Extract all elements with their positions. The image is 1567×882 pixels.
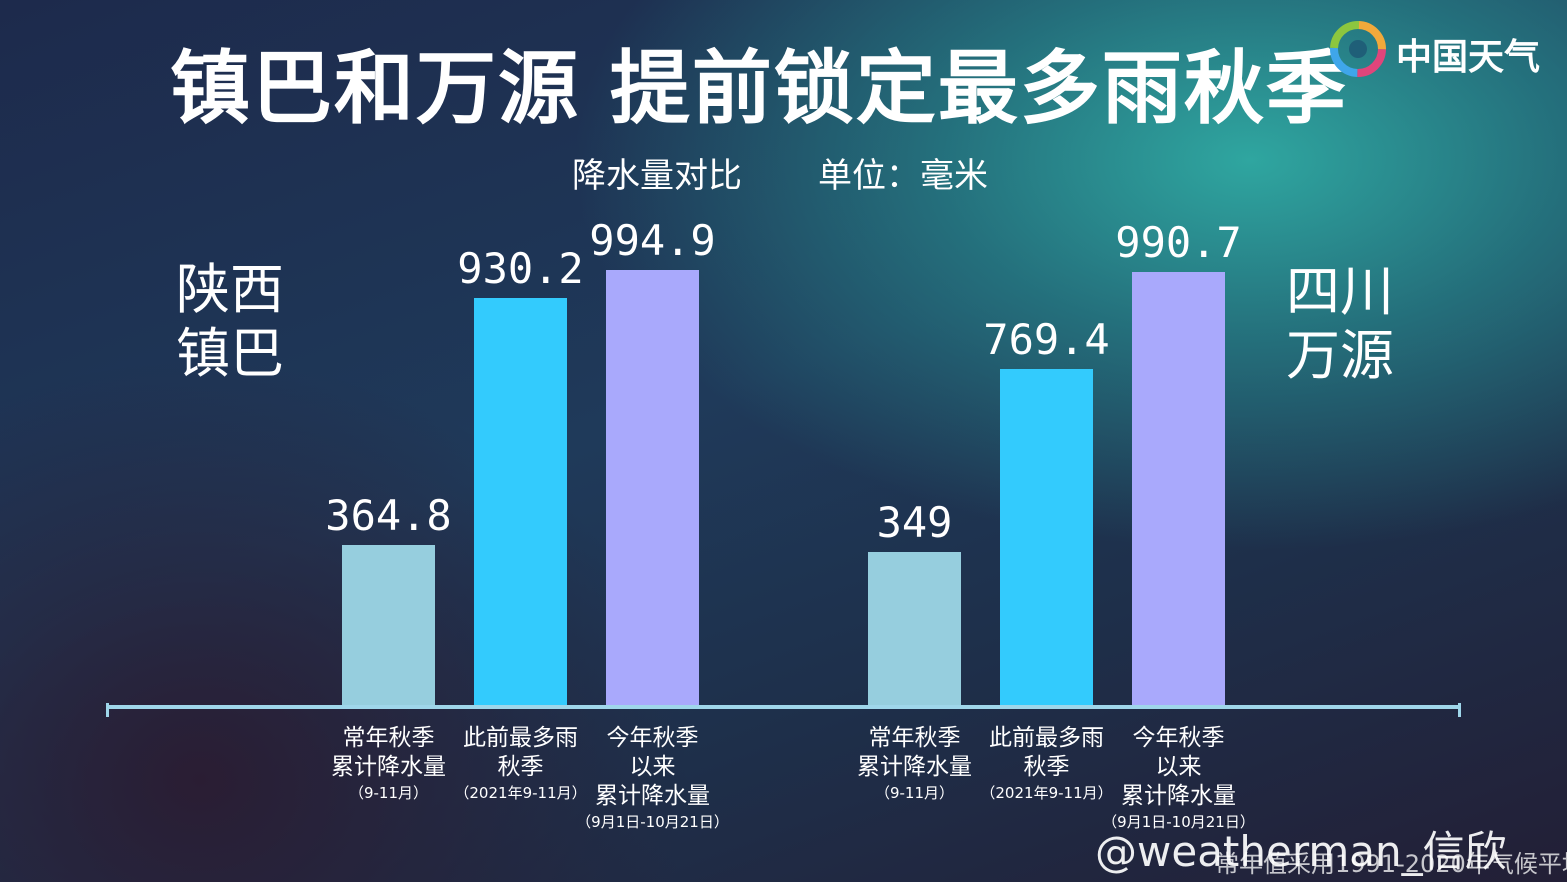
category-label: 今年秋季以来累计降水量 （9月1日-10月21日） [1094,724,1264,833]
category-line: 此前最多雨 [989,725,1104,751]
category-line: 秋季 [497,754,544,780]
brand-name: 中国天气 [1396,37,1541,78]
unit-label: 单位：毫米 [818,156,988,196]
region-province: 陕西 [176,258,284,321]
category-label: 常年秋季累计降水量 （9-11月） [304,724,474,804]
region-label-wanyuan: 四川 万源 [1286,260,1394,388]
category-label: 此前最多雨秋季 （2021年9-11月） [436,724,606,804]
bar-g1-c1 [1000,368,1093,705]
region-province: 四川 [1286,260,1394,323]
bar-value-label: 994.9 [589,216,716,265]
axis-end-tick [1458,703,1461,717]
category-line: 以来 [1155,754,1202,780]
category-line: 以来 [629,754,676,780]
bar-value-label: 930.2 [457,244,584,294]
region-label-zhenba: 陕西 镇巴 [176,258,284,386]
category-period: （9-11月） [874,784,955,802]
category-label: 常年秋季累计降水量 （9-11月） [830,724,1000,804]
category-line: 累计降水量 [595,783,710,809]
category-label: 今年秋季以来累计降水量 （9月1日-10月21日） [568,724,738,833]
bar-g0-c1 [474,298,567,705]
category-line: 累计降水量 [1121,783,1236,809]
category-period: （2021年9-11月） [454,784,587,802]
weibo-handle: @weatherman_信欣 [1095,827,1507,876]
category-label: 此前最多雨秋季 （2021年9-11月） [962,724,1132,804]
bar-g0-c2 [606,270,699,705]
category-line: 秋季 [1023,754,1070,780]
category-period: （9月1日-10月21日） [1102,813,1255,831]
category-period: （9-11月） [348,784,429,802]
page-title: 镇巴和万源 提前锁定最多雨秋季 [170,42,1348,135]
category-line: 此前最多雨 [463,725,578,751]
bar-g1-c2 [1132,271,1225,705]
category-line: 累计降水量 [331,754,446,780]
category-period: （9月1日-10月21日） [576,813,729,831]
watermark: @weatherman_信欣 常年值采用1991-2020年气候平均 [1095,818,1567,879]
bar-g1-c0 [868,552,961,705]
china-weather-logo-icon [1330,21,1386,77]
bar-g0-c0 [342,545,435,705]
category-period: （2021年9-11月） [980,784,1113,802]
bar-value-label: 769.4 [983,314,1110,364]
category-line: 今年秋季 [606,725,699,751]
region-county: 镇巴 [176,322,284,385]
region-county: 万源 [1286,324,1394,387]
bar-value-label: 364.8 [325,491,452,541]
climate-note: 常年值采用1991-2020年气候平均 [1215,850,1567,878]
bar-value-label: 349 [876,498,953,548]
x-axis-line [108,705,1460,709]
axis-end-tick [106,703,109,717]
category-line: 累计降水量 [857,754,972,780]
brand-logo: 中国天气 [1326,18,1556,80]
category-line: 常年秋季 [342,725,435,751]
category-line: 今年秋季 [1132,725,1225,751]
bar-value-label: 990.7 [1115,217,1242,267]
chart-subtitle: 降水量对比 [572,156,742,196]
category-line: 常年秋季 [868,725,961,751]
